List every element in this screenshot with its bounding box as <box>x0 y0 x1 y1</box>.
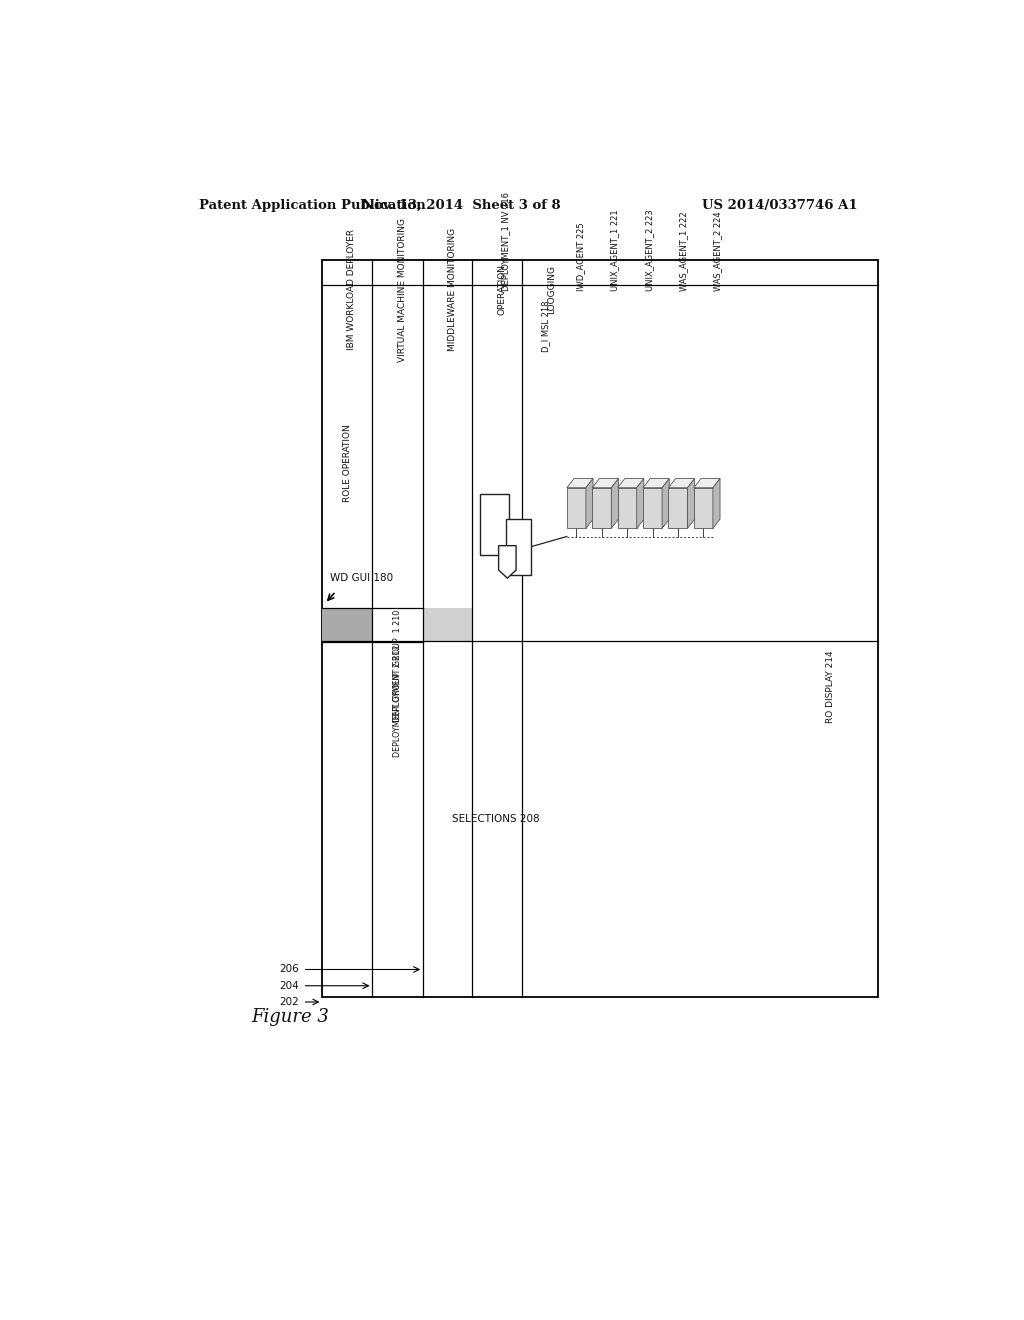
Text: DEPLOYMENT GROUP  2 212: DEPLOYMENT GROUP 2 212 <box>393 644 402 756</box>
Text: ROLE OPERATION: ROLE OPERATION <box>343 425 352 502</box>
Polygon shape <box>617 479 644 487</box>
Text: D_I MSL 218: D_I MSL 218 <box>541 300 550 351</box>
Polygon shape <box>611 479 618 528</box>
Text: IWD_AGENT 225: IWD_AGENT 225 <box>577 222 586 290</box>
Bar <box>567 487 586 528</box>
Bar <box>643 487 663 528</box>
Bar <box>480 494 509 554</box>
Text: MIDDLEWARE MONITORING: MIDDLEWARE MONITORING <box>447 228 457 351</box>
Bar <box>323 260 878 997</box>
Text: OPERATION: OPERATION <box>497 264 506 315</box>
Bar <box>423 607 472 643</box>
Text: WAS_AGENT_1 222: WAS_AGENT_1 222 <box>679 211 688 290</box>
Bar <box>592 487 611 528</box>
Polygon shape <box>669 479 694 487</box>
Text: VIRTUAL MACHINE MONITORING: VIRTUAL MACHINE MONITORING <box>397 218 407 362</box>
Polygon shape <box>567 479 593 487</box>
Text: LOOGGING: LOOGGING <box>547 265 556 314</box>
Text: Figure 3: Figure 3 <box>251 1008 329 1026</box>
Text: Nov. 13, 2014  Sheet 3 of 8: Nov. 13, 2014 Sheet 3 of 8 <box>362 198 560 211</box>
Text: RO DISPLAY 214: RO DISPLAY 214 <box>825 651 835 723</box>
Text: WD GUI 180: WD GUI 180 <box>331 573 393 583</box>
Text: 206: 206 <box>279 965 299 974</box>
Polygon shape <box>637 479 644 528</box>
Polygon shape <box>713 479 720 528</box>
Bar <box>694 487 713 528</box>
Bar <box>323 607 373 643</box>
Bar <box>617 487 637 528</box>
Text: DEPLOYMENT_1 NV 216: DEPLOYMENT_1 NV 216 <box>501 191 510 290</box>
Text: 202: 202 <box>279 997 299 1007</box>
Polygon shape <box>694 479 720 487</box>
Polygon shape <box>586 479 593 528</box>
Polygon shape <box>592 479 618 487</box>
Text: US 2014/0337746 A1: US 2014/0337746 A1 <box>702 198 858 211</box>
Polygon shape <box>663 479 670 528</box>
Polygon shape <box>687 479 694 528</box>
Text: 204: 204 <box>279 981 299 991</box>
Polygon shape <box>499 545 516 578</box>
Text: WAS_AGENT_2 224: WAS_AGENT_2 224 <box>713 211 722 290</box>
Bar <box>669 487 687 528</box>
Text: UNIX_AGENT_1 221: UNIX_AGENT_1 221 <box>610 209 620 290</box>
Text: SELECTIONS 208: SELECTIONS 208 <box>453 814 540 824</box>
Bar <box>506 519 531 574</box>
Text: IBM WORKLOAD DEPLOYER: IBM WORKLOAD DEPLOYER <box>347 228 356 350</box>
Polygon shape <box>643 479 670 487</box>
Text: DEPLOYMENT GROUP  1 210: DEPLOYMENT GROUP 1 210 <box>393 610 402 722</box>
Text: UNIX_AGENT_2 223: UNIX_AGENT_2 223 <box>645 209 653 290</box>
Text: Patent Application Publication: Patent Application Publication <box>200 198 426 211</box>
